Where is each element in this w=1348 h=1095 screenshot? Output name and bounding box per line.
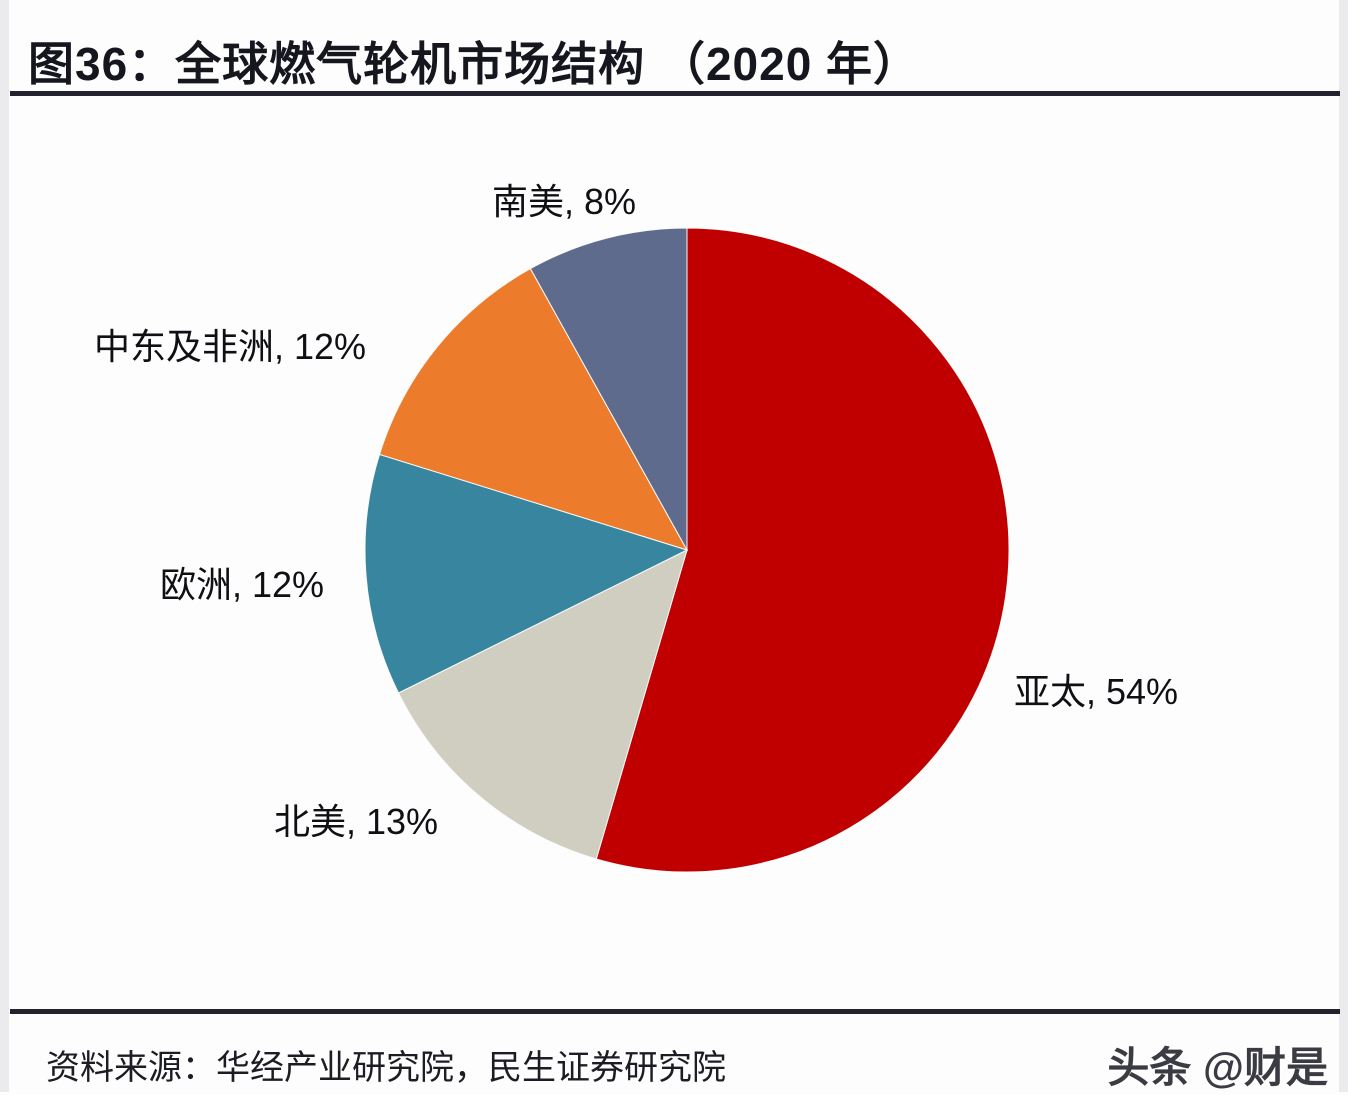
pie-label-asia-pacific: 亚太, 54% bbox=[1014, 671, 1179, 712]
pie-label-mideast-africa: 中东及非洲, 12% bbox=[94, 326, 367, 367]
figure-title: 图36：全球燃气轮机市场结构 （2020 年） bbox=[28, 38, 921, 90]
pie-slice-3 bbox=[378, 267, 689, 551]
pie-label-europe: 欧洲, 12% bbox=[160, 564, 325, 605]
title-divider bbox=[10, 91, 1340, 96]
pie-label-north-america: 北美, 13% bbox=[274, 801, 439, 842]
pie-slice-1 bbox=[397, 549, 688, 860]
page-edge-left bbox=[0, 0, 9, 1092]
pie-slice-2 bbox=[364, 453, 689, 694]
pie-slice-4 bbox=[529, 227, 688, 552]
page-edge-right bbox=[1339, 0, 1348, 1092]
pie-chart bbox=[364, 227, 1010, 873]
watermark-text: 头条 @财是 bbox=[1107, 1044, 1328, 1091]
source-divider bbox=[10, 1009, 1340, 1014]
source-text: 资料来源：华经产业研究院，民生证券研究院 bbox=[46, 1049, 726, 1087]
pie-chart-area bbox=[357, 220, 1017, 880]
pie-label-south-america: 南美, 8% bbox=[492, 181, 637, 222]
pie-slice-0 bbox=[595, 227, 1010, 873]
